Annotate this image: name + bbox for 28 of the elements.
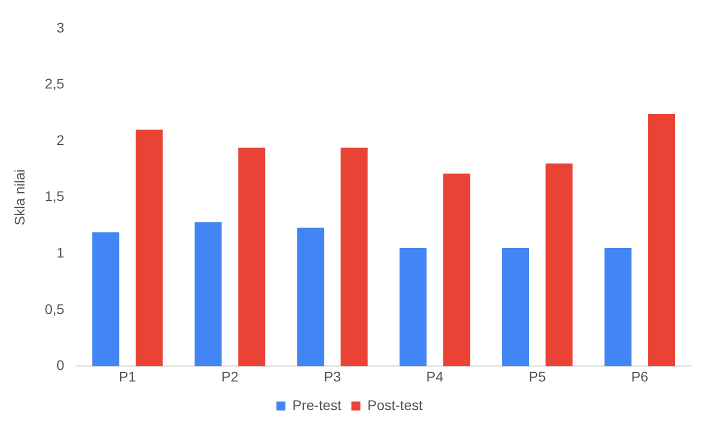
bar	[238, 148, 266, 366]
y-tick-label: 1	[56, 244, 64, 260]
x-tick-label: P6	[631, 368, 649, 384]
legend-label: Pre-test	[292, 396, 342, 413]
bar	[648, 114, 676, 366]
bar	[340, 148, 368, 366]
bar	[92, 232, 120, 366]
y-tick-label: 1,5	[44, 188, 64, 204]
bar	[400, 248, 427, 366]
legend-label: Post-test	[367, 396, 423, 413]
bar	[194, 222, 222, 366]
bar	[546, 164, 573, 366]
x-tick-label: P4	[426, 368, 444, 384]
x-tick-label: P5	[528, 368, 546, 384]
y-tick-label: 2	[56, 132, 64, 148]
bar	[604, 248, 632, 366]
y-tick-label: 0,5	[44, 300, 64, 317]
y-tick-label: 2,5	[44, 76, 64, 92]
x-tick-label: P3	[324, 368, 342, 384]
x-tick-label: P2	[221, 368, 239, 384]
bar	[443, 174, 470, 366]
bar	[297, 228, 324, 366]
y-tick-label: 0	[56, 357, 64, 374]
y-axis-title: Skla nilai	[11, 169, 28, 226]
x-tick-label: P1	[118, 368, 136, 384]
bar	[502, 248, 530, 366]
bar	[136, 130, 163, 366]
y-tick-label: 3	[56, 19, 64, 36]
